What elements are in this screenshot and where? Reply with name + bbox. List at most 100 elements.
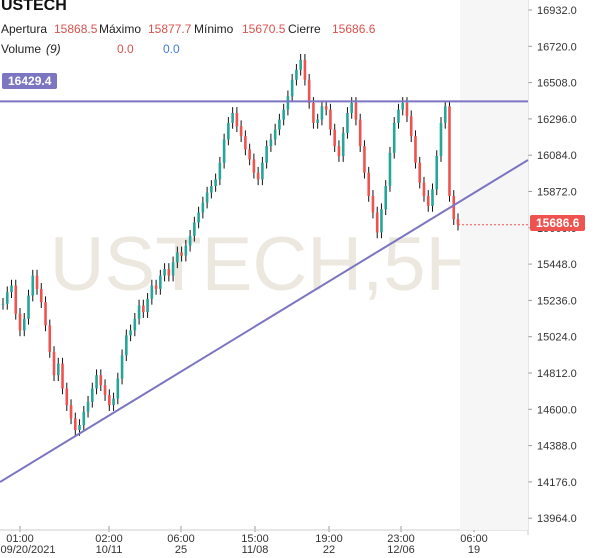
candle-body — [227, 122, 230, 140]
candle-body — [299, 59, 302, 70]
symbol-title: USTECH — [1, 0, 67, 14]
candle-body — [125, 335, 128, 356]
y-tick-label: 16084.0 — [537, 150, 577, 162]
y-tick-label: 16296.0 — [537, 114, 577, 126]
close-label: Cierre — [288, 22, 321, 36]
candle-body — [354, 102, 358, 120]
candle-body — [146, 298, 149, 313]
x-tick-time: 19:00 — [315, 533, 343, 545]
candle-body — [452, 195, 456, 220]
candle-body — [44, 302, 47, 326]
y-tick-label: 14176.0 — [537, 477, 577, 489]
y-tick-label: 16932.0 — [537, 5, 577, 17]
candle-body — [265, 146, 268, 163]
resistance-price-label: 16429.4 — [2, 73, 58, 89]
candle-body — [39, 288, 43, 303]
candle-body — [358, 119, 362, 147]
candle-body — [431, 189, 434, 206]
x-tick-date: 10/11 — [96, 544, 123, 556]
candle-body — [333, 129, 336, 147]
candle-body — [414, 136, 417, 163]
candle-body — [388, 152, 392, 186]
y-tick-label: 16508.0 — [537, 78, 577, 90]
future-region — [460, 0, 528, 530]
low-label: Mínimo — [194, 22, 234, 36]
candle-body — [329, 109, 332, 130]
watermark-text: USTECH,5H — [50, 222, 481, 307]
candle-body — [86, 401, 90, 412]
candle-body — [112, 398, 115, 406]
x-tick-date: 12/06 — [387, 544, 415, 556]
candle-body — [324, 106, 328, 110]
candle-body — [78, 425, 81, 431]
candle-body — [409, 116, 413, 137]
candle-body — [392, 122, 396, 153]
candle-body — [167, 268, 171, 276]
candle-body — [380, 209, 383, 233]
candle-body — [90, 388, 94, 402]
trendline — [0, 159, 529, 483]
candle-body — [363, 146, 366, 173]
candle-body — [27, 295, 30, 319]
y-tick-label: 14812.0 — [537, 368, 577, 380]
candle-body — [307, 79, 311, 103]
x-tick-time: 06:00 — [460, 533, 488, 545]
candle-body — [401, 102, 405, 110]
candle-body — [222, 139, 226, 163]
candle-body — [82, 411, 86, 426]
candle-body — [303, 59, 307, 80]
candle-body — [108, 395, 111, 406]
candle-body — [235, 112, 239, 127]
candle-body — [439, 122, 443, 157]
candle-body — [48, 325, 52, 352]
volume-label: Volume — [1, 42, 42, 56]
candle-body — [116, 378, 120, 399]
candle-body — [120, 355, 124, 379]
candle-body — [418, 162, 422, 183]
candle-body — [171, 262, 175, 276]
x-tick-date: 22 — [323, 544, 335, 556]
x-tick-date: 11/08 — [242, 544, 269, 556]
candle-body — [295, 69, 298, 80]
candle-body — [129, 330, 132, 336]
candle-body — [65, 388, 69, 406]
candle-body — [448, 106, 451, 196]
y-tick-label: 14388.0 — [537, 441, 577, 453]
candle-body — [320, 106, 324, 120]
x-tick-time: 06:00 — [167, 533, 195, 545]
candle-body — [239, 126, 243, 137]
low-value: 15670.5 — [242, 22, 286, 36]
candle-body — [282, 109, 285, 120]
candle-body — [350, 102, 353, 113]
candle-body — [252, 159, 256, 173]
candle-body — [426, 195, 430, 206]
candle-body — [443, 106, 447, 123]
y-tick-label: 15024.0 — [537, 332, 577, 344]
y-tick-label: 15236.0 — [537, 295, 577, 307]
candle-body — [346, 112, 349, 133]
candle-body — [1, 303, 5, 305]
candle-body — [435, 156, 439, 190]
candle-body — [5, 292, 9, 304]
volume-period: (9) — [46, 42, 61, 56]
candle-body — [422, 182, 426, 196]
candle-body — [341, 132, 345, 157]
candle-body — [205, 192, 209, 203]
candle-body — [22, 318, 26, 331]
x-tick-date: 25 — [175, 544, 187, 556]
candle-body — [103, 385, 107, 396]
y-tick-label: 14600.0 — [537, 404, 577, 416]
x-tick-date: 09/20/2021 — [0, 544, 55, 556]
candle-body — [256, 172, 260, 180]
current-price-label: 15686.6 — [530, 215, 586, 231]
candle-body — [176, 252, 179, 263]
candle-body — [99, 375, 103, 386]
candle-body — [367, 172, 371, 196]
candle-body — [35, 275, 39, 289]
open-label: Apertura — [1, 22, 48, 36]
close-value: 15686.6 — [332, 22, 376, 36]
candle-body — [278, 119, 281, 130]
candle-body — [269, 139, 273, 147]
candle-body — [56, 363, 60, 376]
